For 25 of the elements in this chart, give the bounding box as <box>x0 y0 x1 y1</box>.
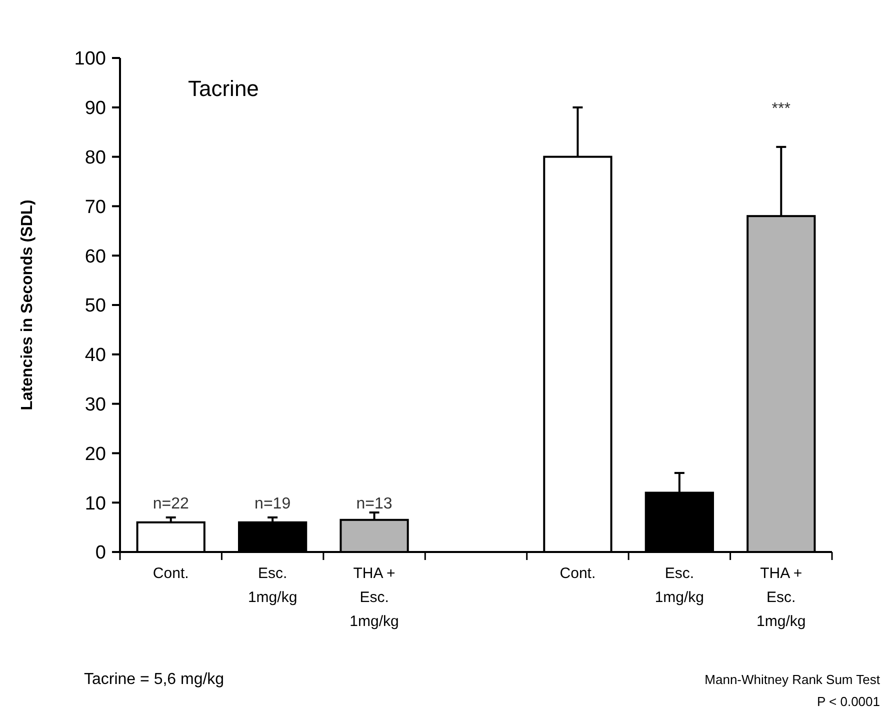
y-tick-label: 100 <box>74 48 106 70</box>
y-tick-label: 70 <box>84 196 106 218</box>
y-axis-title: Latencies in Seconds (SDL) <box>19 200 36 410</box>
x-tick-label: Cont. <box>560 565 596 582</box>
x-tick-label: Cont. <box>152 565 189 582</box>
y-tick-label: 50 <box>84 296 106 317</box>
y-tick-label: 10 <box>84 493 106 514</box>
x-tick-label: THA + Esc. 1mg/kg <box>350 565 399 630</box>
annotation: n=22 <box>152 496 189 513</box>
y-tick-label: 30 <box>84 394 106 416</box>
y-tick-label: 80 <box>84 147 106 168</box>
text: Tacrine = 5,6 mg/kg <box>84 671 224 688</box>
y-tick-label: 0 <box>95 542 106 564</box>
text: Tacrine <box>188 76 259 101</box>
text: Mann-Whitney Rank Sum Test P < 0.0001 <box>704 672 880 709</box>
y-tick-label: 60 <box>84 246 106 268</box>
annotation: n=19 <box>254 496 291 513</box>
y-tick-label: 40 <box>84 345 106 366</box>
y-tick-label: 20 <box>84 444 106 465</box>
x-tick-label: Esc. 1mg/kg <box>248 565 298 606</box>
x-tick-label: Esc. 1mg/kg <box>654 565 704 606</box>
x-tick-label: THA + Esc. 1mg/kg <box>756 565 806 630</box>
y-tick-label: 90 <box>84 98 106 120</box>
annotation: n=13 <box>356 496 392 513</box>
annotation: *** <box>772 100 790 118</box>
